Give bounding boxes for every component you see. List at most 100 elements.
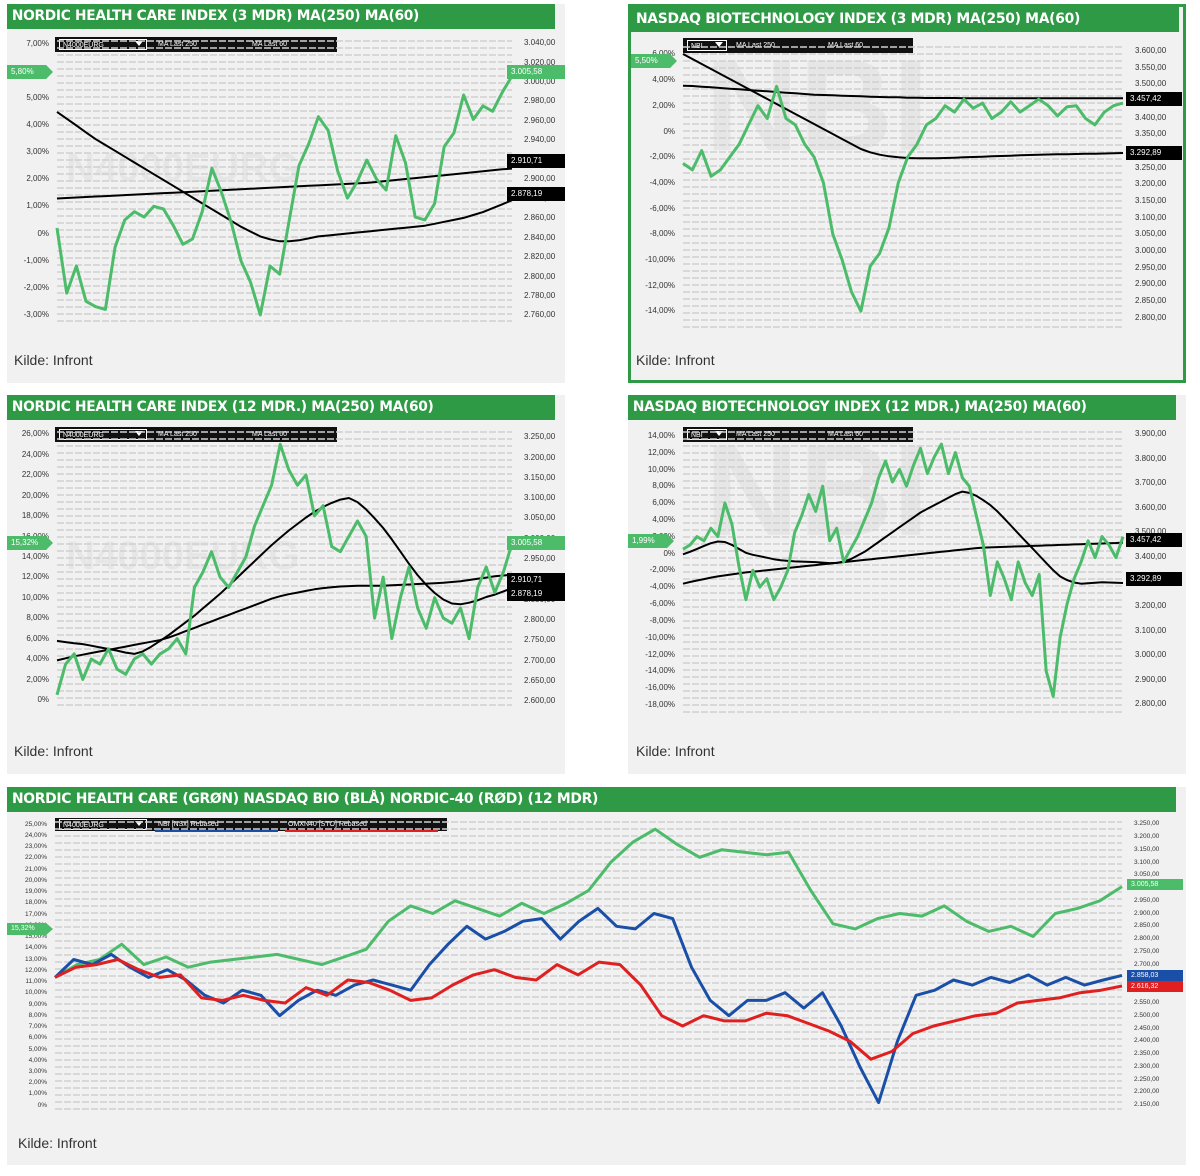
panel-title: NASDAQ BIOTECHNOLOGY INDEX (3 MDR) MA(25…: [631, 7, 1179, 32]
series-line-nbi: [682, 442, 1125, 698]
left-axis-tick: 4,00%: [652, 75, 675, 85]
left-axis-tick: 2,00%: [652, 100, 675, 110]
left-axis-tick: 8,00%: [26, 613, 49, 623]
chevron-down-icon[interactable]: [135, 41, 143, 46]
left-axis-tick: 3,00%: [28, 1068, 47, 1075]
legend-item[interactable]: MA Last 60: [252, 41, 288, 48]
series-line-n4000eurg: [54, 827, 1123, 979]
chevron-down-icon[interactable]: [715, 42, 723, 47]
left-axis-tick: 2,00%: [28, 1079, 47, 1087]
chevron-down-icon[interactable]: [715, 431, 723, 436]
right-axis-tick: 2.300,00: [1134, 1062, 1160, 1070]
ma60-tag: 2.878,19: [507, 187, 565, 201]
legend-item[interactable]: MA Last 250: [736, 42, 775, 49]
left-axis-tick: 7,00%: [26, 38, 49, 48]
right-axis-tick: 2.550,00: [1134, 999, 1160, 1007]
right-axis-tick: 3.200,00: [524, 452, 556, 462]
current-change-tag: 15,32%: [7, 536, 53, 550]
left-axis-tick: 23,00%: [24, 843, 47, 851]
right-axis-tick: 3.000,00: [524, 76, 556, 86]
right-axis-tick: 3.400,00: [1135, 112, 1167, 122]
right-axis-tick: 3.200,00: [1134, 832, 1160, 840]
panel-title: NASDAQ BIOTECHNOLOGY INDEX (12 MDR.) MA(…: [628, 395, 1176, 420]
right-axis-tick: 2.700,00: [1134, 960, 1160, 968]
right-axis-tick: 2.250,00: [1134, 1075, 1160, 1083]
legend-item[interactable]: MA Last 250: [736, 431, 775, 438]
chart-plot: NBI14,00%12,00%10,00%8,00%6,00%4,00%2,00…: [645, 417, 1166, 713]
left-axis-tick: 5,00%: [28, 1045, 47, 1053]
left-axis-tick: -3,00%: [23, 310, 49, 320]
right-axis-tick: 2.750,00: [1134, 947, 1160, 955]
chevron-down-icon[interactable]: [135, 821, 143, 826]
series-line-nbi: [682, 84, 1124, 313]
right-axis-tick: 3.100,00: [1135, 625, 1167, 635]
chart-legend: NBI MA Last 250 MA Last 60: [683, 38, 913, 53]
left-axis-tick: -6,00%: [649, 599, 675, 609]
left-axis-tick: 17,00%: [24, 910, 47, 918]
left-axis-tick: -12,00%: [645, 649, 675, 659]
legend-item[interactable]: MA Last 60: [252, 431, 288, 438]
series-line-ma-last-60: [56, 497, 513, 655]
legend-item[interactable]: MA Last 60: [828, 42, 864, 49]
left-axis-tick: -8,00%: [649, 615, 675, 625]
right-axis-tick: 2.760,00: [524, 310, 556, 320]
left-axis-tick: -2,00%: [23, 282, 49, 292]
left-axis-tick: 6,00%: [652, 49, 675, 59]
left-axis-tick: -2,00%: [649, 565, 675, 575]
right-axis-tick: 2.650,00: [524, 675, 556, 685]
legend-item[interactable]: MA Last 60: [828, 431, 864, 438]
legend-item[interactable]: NBI [NSx] Rebased: [155, 819, 278, 832]
legend-item[interactable]: OMXN40 [STO] Rebased: [285, 819, 438, 832]
left-axis-tick: 14,00%: [24, 944, 47, 952]
right-axis-tick: 2.400,00: [1134, 1037, 1160, 1045]
left-axis-tick: -10,00%: [645, 632, 675, 642]
source-label: Kilde: Infront: [14, 743, 93, 759]
chart-plot: N4000EURG 26,00% 24,00% 22,00% 20,00% 18,00% 1…: [22, 429, 555, 706]
right-axis-tick: 2.850,00: [1135, 295, 1167, 305]
right-axis-tick: 2.900,00: [1135, 674, 1167, 684]
left-axis-tick: 20,00%: [24, 876, 47, 884]
source-label: Kilde: Infront: [14, 352, 93, 368]
legend-item[interactable]: MA Last 250: [158, 41, 197, 48]
left-axis-tick: 14,00%: [647, 430, 675, 440]
left-axis-tick: 7,00%: [28, 1023, 47, 1031]
right-axis-tick: 3.050,00: [1135, 229, 1167, 239]
last-price-tag: 3.005,58: [1127, 879, 1183, 890]
left-axis-tick: -6,00%: [649, 203, 675, 213]
panel-nbi-3m: NASDAQ BIOTECHNOLOGY INDEX (3 MDR) MA(25…: [628, 4, 1186, 383]
left-axis-tick: 3,00%: [26, 147, 49, 157]
panel-title: NORDIC HEALTH CARE INDEX (12 MDR.) MA(25…: [7, 395, 555, 420]
right-axis-tick: 2.700,00: [524, 655, 556, 665]
right-axis-tick: 2.150,00: [1134, 1101, 1160, 1109]
watermark: NBI: [705, 32, 929, 178]
left-axis-tick: 19,00%: [24, 888, 47, 896]
left-axis-tick: -8,00%: [649, 229, 675, 239]
left-axis-tick: 11,00%: [25, 978, 47, 986]
left-axis-tick: 1,00%: [26, 201, 49, 211]
right-axis-tick: 2.840,00: [524, 232, 556, 242]
source-label: Kilde: Infront: [636, 352, 715, 368]
left-axis-tick: 10,00%: [21, 592, 49, 602]
series-line-ma-last-60: [682, 53, 1124, 160]
left-axis-tick: 25,00%: [24, 820, 47, 828]
right-axis-tick: 2.600,00: [524, 696, 556, 706]
right-axis-tick: 2.850,00: [1134, 922, 1160, 930]
chevron-down-icon[interactable]: [135, 431, 143, 436]
right-axis-tick: 2.800,00: [1135, 699, 1167, 709]
ma60-tag: 3.292,89: [1126, 572, 1182, 586]
right-axis-tick: 3.150,00: [524, 472, 556, 482]
legend-item[interactable]: MA Last 250: [158, 431, 197, 438]
left-axis-tick: 22,00%: [21, 470, 49, 480]
current-change-tag: 5,50%: [631, 54, 677, 68]
right-axis-tick: 3.550,00: [1135, 62, 1167, 72]
legend-item[interactable]: N4000EURG: [59, 39, 147, 50]
right-axis-tick: 2.900,00: [524, 174, 556, 184]
ma250-tag: 3.457,42: [1126, 92, 1182, 106]
right-axis-tick: 3.050,00: [1134, 871, 1160, 879]
right-axis-tick: 2.800,00: [1135, 312, 1167, 322]
omxn40-rebased-tag: 2.616,32: [1127, 981, 1183, 992]
left-axis-tick: -1,00%: [23, 255, 49, 265]
left-axis-tick: 4,00%: [26, 654, 49, 664]
left-axis-tick: -2,00%: [649, 152, 675, 162]
right-axis-tick: 3.050,00: [524, 513, 556, 523]
